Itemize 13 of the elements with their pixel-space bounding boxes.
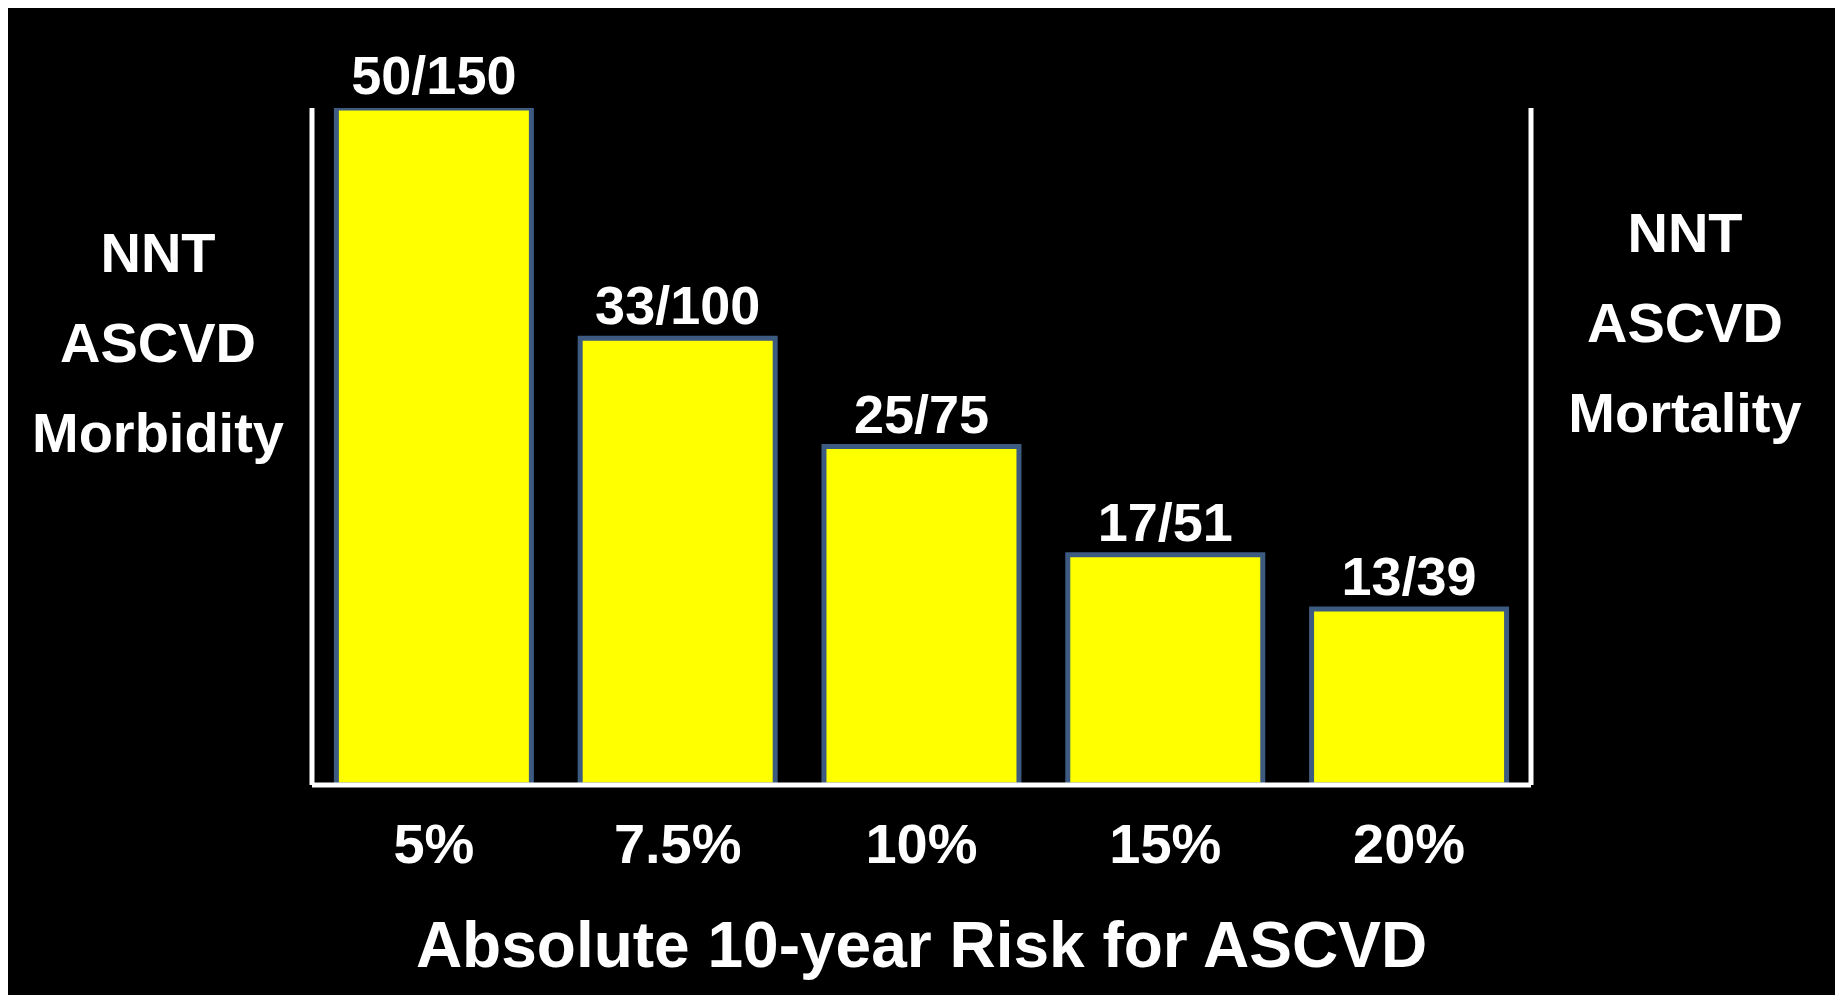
x-tick-label: 5% (393, 811, 475, 875)
y2-axis-title: NNT ASCVD Mortality (1567, 200, 1803, 446)
data-label: 50/150 (351, 45, 517, 105)
x-tick-label: 20% (1353, 811, 1466, 875)
data-label: 17/51 (1097, 491, 1233, 552)
x-axis-title: Absolute 10-year Risk for ASCVD (414, 908, 1429, 982)
y-axis-title: NNT ASCVD Morbidity (31, 220, 285, 466)
x-tick-label: 15% (1109, 811, 1222, 875)
data-label: 33/100 (595, 275, 761, 336)
x-tick-label: 7.5% (613, 811, 742, 875)
x-tick-label: 10% (865, 811, 978, 875)
data-label: 13/39 (1341, 545, 1477, 606)
data-label: 25/75 (853, 383, 990, 444)
